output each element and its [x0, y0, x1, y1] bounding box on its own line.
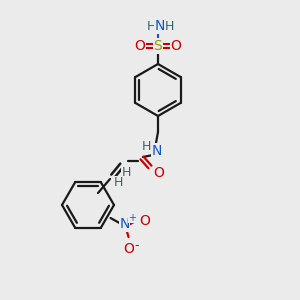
Text: O: O	[171, 39, 182, 53]
Text: H: H	[146, 20, 156, 34]
Text: N: N	[155, 19, 165, 33]
Text: O: O	[154, 166, 164, 180]
Text: H: H	[164, 20, 174, 34]
Text: N: N	[119, 217, 130, 231]
Text: O: O	[123, 242, 134, 256]
Text: +: +	[128, 213, 136, 223]
Text: H: H	[141, 140, 151, 152]
Text: H: H	[121, 166, 131, 178]
Text: O: O	[135, 39, 146, 53]
Text: O: O	[139, 214, 150, 228]
Text: S: S	[154, 39, 162, 53]
Text: H: H	[113, 176, 123, 190]
Text: N: N	[152, 144, 162, 158]
Text: -: -	[134, 239, 139, 253]
